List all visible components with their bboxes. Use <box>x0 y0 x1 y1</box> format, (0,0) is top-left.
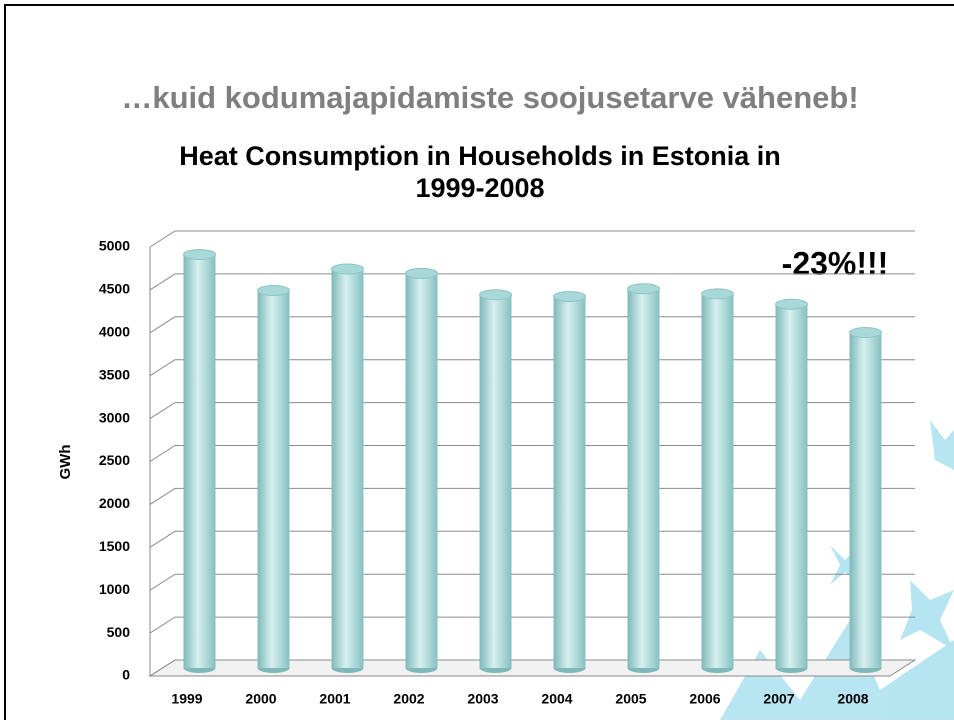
bar <box>849 327 882 673</box>
y-tick-label: 500 <box>107 624 131 640</box>
grid-line <box>149 273 915 291</box>
bar-body <box>701 293 734 668</box>
bar-body <box>849 332 882 668</box>
grid-line <box>149 359 915 377</box>
bar <box>183 248 216 673</box>
y-tick-label: 3000 <box>99 409 130 425</box>
bar <box>331 263 364 673</box>
y-tick-label: 1000 <box>99 581 130 597</box>
grid-line <box>149 230 915 248</box>
chart-title: Heat Consumption in Households in Estoni… <box>179 141 781 203</box>
bar-top <box>479 289 512 301</box>
x-tick-label: 2004 <box>541 691 572 707</box>
grid-line <box>149 616 915 634</box>
y-axis-label: GWh <box>57 445 74 480</box>
slide-frame <box>4 4 954 725</box>
bar <box>775 298 808 673</box>
bar-body <box>183 254 216 668</box>
y-tick-label: 1500 <box>99 538 130 554</box>
y-tick-label: 4500 <box>99 281 130 297</box>
bar-body <box>405 273 438 668</box>
grid-line <box>149 530 915 548</box>
bar-body <box>775 304 808 668</box>
annotation: -23%!!! <box>782 245 889 281</box>
y-tick-label: 2500 <box>99 452 130 468</box>
bar <box>479 289 512 673</box>
bar-top <box>331 263 364 275</box>
x-tick-label: 2005 <box>615 691 646 707</box>
bar-top <box>257 284 290 296</box>
chart: Heat Consumption in Households in Estoni… <box>57 141 917 707</box>
bar-body <box>627 288 660 668</box>
bar-top <box>405 267 438 279</box>
y-tick-label: 4000 <box>99 324 130 340</box>
x-tick-label: 2003 <box>467 691 498 707</box>
bar-top <box>627 283 660 295</box>
grid-line <box>149 445 915 462</box>
grid-line <box>149 487 915 505</box>
grid-line <box>149 659 915 677</box>
y-tick-label: 5000 <box>99 238 130 254</box>
x-tick-label: 2006 <box>689 691 720 707</box>
bar-body <box>553 296 586 668</box>
x-tick-label: 2000 <box>245 691 276 707</box>
bar <box>701 288 734 673</box>
x-tick-label: 2008 <box>837 691 868 707</box>
bar <box>257 284 290 673</box>
slide-title: …kuid kodumajapidamiste soojusetarve väh… <box>121 80 858 115</box>
grid-line <box>149 402 915 420</box>
x-tick-label: 1999 <box>171 691 202 707</box>
bar-top <box>775 298 808 310</box>
grid-line <box>149 316 915 334</box>
x-tick-label: 2007 <box>763 691 794 707</box>
bar-body <box>257 290 290 668</box>
bar-top <box>701 288 734 300</box>
bar-body <box>331 269 364 668</box>
y-tick-label: 3500 <box>99 366 130 382</box>
bar-body <box>479 294 512 668</box>
bar <box>627 283 660 673</box>
bar <box>553 290 586 673</box>
x-tick-label: 2001 <box>319 691 350 707</box>
bar-top <box>183 248 216 260</box>
grid-line <box>149 573 915 591</box>
bar <box>405 267 438 673</box>
y-tick-label: 2000 <box>99 495 130 511</box>
bar-top <box>553 290 586 302</box>
y-tick-label: 0 <box>122 667 130 683</box>
x-tick-label: 2002 <box>393 691 424 707</box>
bar-top <box>849 327 882 339</box>
